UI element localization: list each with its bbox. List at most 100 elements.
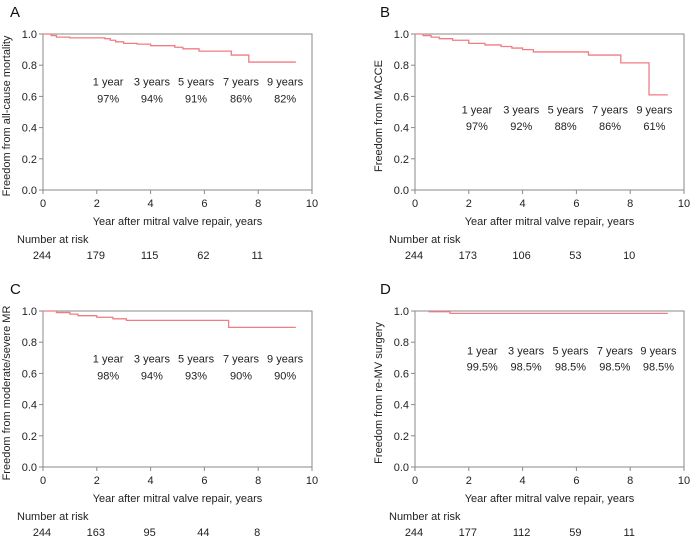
annotation-label: 9 years	[267, 353, 304, 365]
survival-curve	[415, 33, 668, 96]
x-tick-label: 6	[573, 198, 579, 210]
annotation-label: 9 years	[640, 346, 677, 358]
annotation-label: 5 years	[178, 76, 215, 88]
survival-curve	[428, 311, 668, 314]
x-tick-label: 0	[412, 198, 418, 210]
risk-value: 44	[197, 527, 209, 537]
risk-value: 8	[254, 527, 260, 537]
y-tick-label: 0.4	[22, 123, 37, 135]
plot-frame	[414, 310, 685, 468]
risk-value: 11	[623, 527, 634, 537]
y-tick-label: 0.2	[394, 431, 409, 443]
annotation-label: 1 year	[467, 346, 498, 358]
y-tick-label: 0.0	[394, 462, 409, 474]
panel-letter: D	[380, 281, 391, 298]
x-tick-label: 10	[306, 198, 318, 210]
panel-letter: A	[10, 4, 20, 21]
annotation-label: 9 years	[267, 76, 304, 88]
y-tick-label: 0.2	[22, 154, 37, 166]
panel-letter: C	[10, 281, 21, 298]
y-tick-label: 0.8	[22, 337, 37, 349]
annotation-value: 99.5%	[467, 361, 498, 373]
y-tick-label: 0.8	[22, 60, 37, 72]
risk-title: Number at risk	[389, 511, 461, 523]
panel-c: C 0.0 0.2 0.4 0.6 0.8 1.0 0 2 4 6 8 10 Year after mit…	[1, 281, 318, 537]
annotation-value: 94%	[141, 371, 163, 383]
y-tick-label: 0.6	[394, 91, 409, 103]
annotation-value: 82%	[274, 94, 296, 106]
x-tick-label: 8	[627, 198, 633, 210]
risk-value: 95	[143, 527, 155, 537]
y-axis-label: Freedom from moderate/severe MR	[1, 306, 13, 481]
x-axis-label: Year after mitral valve repair, years	[465, 216, 635, 228]
annotation-value: 98.5%	[510, 361, 541, 373]
annotation-label: 5 years	[548, 105, 585, 117]
risk-value: 173	[459, 250, 477, 262]
plot-frame	[414, 33, 685, 191]
risk-value: 177	[459, 527, 477, 537]
y-tick-label: 0.6	[22, 368, 37, 380]
risk-title: Number at risk	[17, 234, 89, 246]
risk-value: 11	[251, 250, 262, 262]
x-tick-label: 4	[520, 198, 526, 210]
x-tick-label: 10	[678, 198, 690, 210]
annotation-label: 7 years	[592, 105, 629, 117]
annotation-value: 98%	[97, 371, 119, 383]
annotation-label: 5 years	[552, 346, 589, 358]
x-tick-label: 4	[148, 198, 154, 210]
y-tick-label: 0.4	[394, 400, 409, 412]
panel-a: A 0.0 0.2 0.4 0.6 0.8 1.0 0 2 4 6 8 10 Year after mit…	[1, 4, 318, 262]
x-tick-label: 2	[466, 198, 472, 210]
annotation-label: 3 years	[134, 353, 171, 365]
survival-curve	[43, 33, 296, 63]
risk-value: 179	[87, 250, 105, 262]
y-tick-label: 0.8	[394, 60, 409, 72]
x-tick-label: 10	[678, 475, 690, 487]
y-tick-label: 0.4	[22, 400, 37, 412]
risk-value: 244	[405, 527, 423, 537]
annotation-label: 7 years	[223, 353, 260, 365]
y-axis-label: Freedom from re-MV surgery	[373, 322, 385, 464]
annotation-value: 93%	[185, 371, 207, 383]
risk-value: 59	[569, 527, 581, 537]
annotation-label: 7 years	[223, 76, 260, 88]
annotation-value: 98.5%	[555, 361, 586, 373]
risk-value: 163	[87, 527, 105, 537]
panel-d: D 0.0 0.2 0.4 0.6 0.8 1.0 0 2 4 6 8 10 Year after mit…	[373, 281, 690, 537]
annotation-label: 9 years	[636, 105, 673, 117]
x-tick-label: 0	[412, 475, 418, 487]
risk-value: 244	[33, 527, 51, 537]
y-tick-label: 1.0	[22, 306, 37, 318]
annotation-value: 97%	[466, 121, 488, 133]
risk-title: Number at risk	[389, 234, 461, 246]
x-axis-label: Year after mitral valve repair, years	[93, 216, 263, 228]
plot-frame	[42, 33, 313, 191]
y-tick-label: 0.2	[394, 154, 409, 166]
y-axis-label: Freedom from MACCE	[373, 60, 385, 172]
y-axis-label: Freedom from all-cause mortality	[1, 35, 13, 196]
x-tick-label: 8	[255, 475, 261, 487]
annotation-value: 61%	[643, 121, 665, 133]
y-tick-label: 1.0	[22, 29, 37, 41]
annotation-value: 91%	[185, 94, 207, 106]
risk-value: 106	[512, 250, 530, 262]
y-tick-label: 0.6	[22, 91, 37, 103]
panel-b: B 0.0 0.2 0.4 0.6 0.8 1.0 0 2 4 6 8 10 Year after mit…	[373, 4, 690, 262]
x-tick-label: 10	[306, 475, 318, 487]
annotation-value: 86%	[230, 94, 252, 106]
annotation-value: 97%	[97, 94, 119, 106]
annotation-value: 94%	[141, 94, 163, 106]
risk-value: 62	[197, 250, 209, 262]
risk-value: 10	[623, 250, 635, 262]
x-tick-label: 8	[255, 198, 261, 210]
y-tick-label: 0.2	[22, 431, 37, 443]
x-tick-label: 6	[573, 475, 579, 487]
annotation-label: 3 years	[503, 105, 540, 117]
y-tick-label: 0.4	[394, 123, 409, 135]
survival-curve	[43, 310, 296, 329]
risk-value: 112	[513, 527, 531, 537]
annotation-value: 90%	[274, 371, 296, 383]
risk-title: Number at risk	[17, 511, 89, 523]
x-tick-label: 0	[40, 475, 46, 487]
x-tick-label: 2	[466, 475, 472, 487]
